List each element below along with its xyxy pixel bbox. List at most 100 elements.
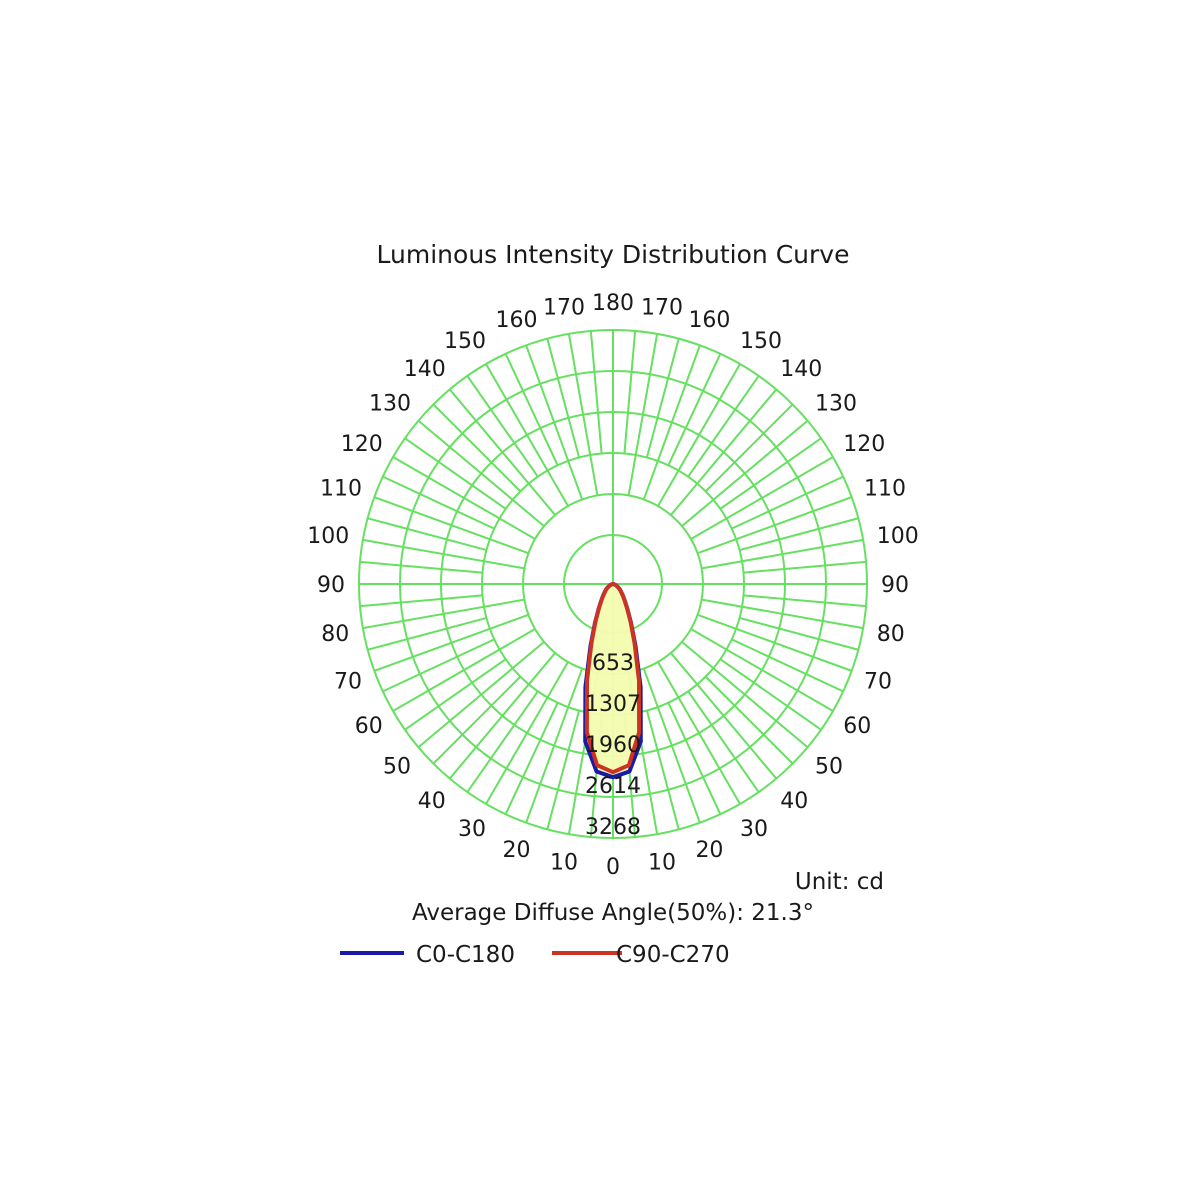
grid-spoke — [645, 338, 680, 458]
grid-spoke — [546, 710, 581, 830]
grid-spoke — [373, 613, 529, 672]
grid-spoke — [432, 675, 522, 765]
angle-label: 50 — [815, 754, 843, 779]
grid-spoke — [404, 658, 507, 731]
grid-spoke — [667, 353, 722, 466]
grid-spoke — [359, 594, 483, 608]
angle-label: 160 — [496, 308, 538, 333]
grid-spoke — [466, 690, 539, 793]
radial-tick-label: 3268 — [585, 815, 641, 840]
intensity-fill — [585, 584, 641, 778]
angle-label: 40 — [780, 789, 808, 814]
angle-label: 130 — [815, 392, 857, 417]
grid-spoke — [373, 496, 529, 555]
unit-label: Unit: cd — [795, 869, 884, 895]
angle-label: 0 — [606, 855, 620, 880]
grid-spoke — [525, 344, 584, 500]
grid-spoke — [525, 668, 584, 824]
angle-label: 70 — [334, 669, 362, 694]
grid-spoke — [731, 638, 844, 693]
angle-label: 70 — [864, 669, 892, 694]
grid-spoke — [681, 641, 809, 749]
angle-label: 80 — [321, 622, 349, 647]
grid-spoke — [642, 668, 701, 824]
grid-spoke — [719, 437, 822, 510]
grid-spoke — [504, 702, 559, 815]
grid-spoke — [697, 613, 853, 672]
grid-spoke — [627, 333, 659, 496]
grid-spoke — [670, 652, 778, 780]
grid-spoke — [704, 403, 794, 493]
grid-spoke — [681, 419, 809, 527]
grid-spoke — [667, 702, 722, 815]
angle-tick-labels: 0102030405060708090100110120130140150160… — [307, 291, 918, 880]
angle-label: 90 — [317, 573, 345, 598]
grid-spoke — [731, 475, 844, 530]
grid-spoke — [432, 403, 522, 493]
grid-spoke — [448, 652, 556, 780]
grid-spoke — [739, 517, 859, 552]
grid-spoke — [382, 638, 495, 693]
radial-tick-label: 2614 — [585, 774, 641, 799]
grid-spoke — [690, 456, 834, 540]
radial-tick-label: 1960 — [585, 733, 641, 758]
grid-spoke — [485, 363, 569, 507]
angle-label: 100 — [877, 524, 919, 549]
grid-spoke — [367, 517, 487, 552]
grid-spoke — [392, 456, 536, 540]
grid-spoke — [743, 594, 867, 608]
radial-tick-label: 1307 — [585, 692, 641, 717]
angle-label: 140 — [780, 357, 822, 382]
grid-spoke — [704, 675, 794, 765]
angle-label: 120 — [843, 432, 885, 457]
grid-spoke — [697, 496, 853, 555]
grid-spoke — [504, 353, 559, 466]
angle-label: 120 — [341, 432, 383, 457]
grid-spoke — [417, 641, 545, 749]
grid-spoke — [485, 661, 569, 805]
grid-spoke — [623, 330, 637, 454]
angle-label: 60 — [355, 714, 383, 739]
series-fill-c90-c270 — [586, 584, 640, 773]
grid-spoke — [739, 616, 859, 651]
angle-label: 170 — [641, 295, 683, 320]
grid-spoke — [642, 344, 701, 500]
angle-label: 150 — [740, 329, 782, 354]
grid-spoke — [367, 616, 487, 651]
grid-spoke — [657, 661, 741, 805]
angle-label: 180 — [592, 291, 634, 316]
grid-spoke — [382, 475, 495, 530]
angle-label: 60 — [843, 714, 871, 739]
angle-label: 110 — [320, 477, 362, 502]
grid-spoke — [546, 338, 581, 458]
chart-title: Luminous Intensity Distribution Curve — [377, 240, 850, 269]
angle-label: 20 — [695, 838, 723, 863]
grid-spoke — [701, 538, 864, 570]
grid-spoke — [690, 628, 834, 712]
angle-label: 130 — [369, 392, 411, 417]
grid-spoke — [701, 598, 864, 630]
angle-label: 100 — [307, 524, 349, 549]
grid-spoke — [362, 538, 525, 570]
angle-label: 30 — [458, 817, 486, 842]
legend-label-c90-c270: C90-C270 — [616, 942, 730, 968]
grid-spoke — [466, 375, 539, 478]
angle-label: 160 — [688, 308, 730, 333]
grid-spoke — [719, 658, 822, 731]
series-line-c90-c270 — [584, 582, 642, 775]
grid-spoke — [589, 330, 603, 454]
legend: C0-C180 C90-C270 — [340, 942, 730, 968]
grid-spoke — [567, 333, 599, 496]
angle-label: 10 — [648, 851, 676, 876]
grid-spoke — [670, 388, 778, 516]
angle-label: 50 — [383, 754, 411, 779]
angle-label: 170 — [543, 295, 585, 320]
grid-spoke — [362, 598, 525, 630]
grid-spoke — [392, 628, 536, 712]
angle-label: 10 — [550, 851, 578, 876]
grid-spoke — [417, 419, 545, 527]
average-diffuse-angle: Average Diffuse Angle(50%): 21.3° — [412, 900, 814, 926]
grid-spoke — [359, 560, 483, 574]
angle-label: 140 — [404, 357, 446, 382]
